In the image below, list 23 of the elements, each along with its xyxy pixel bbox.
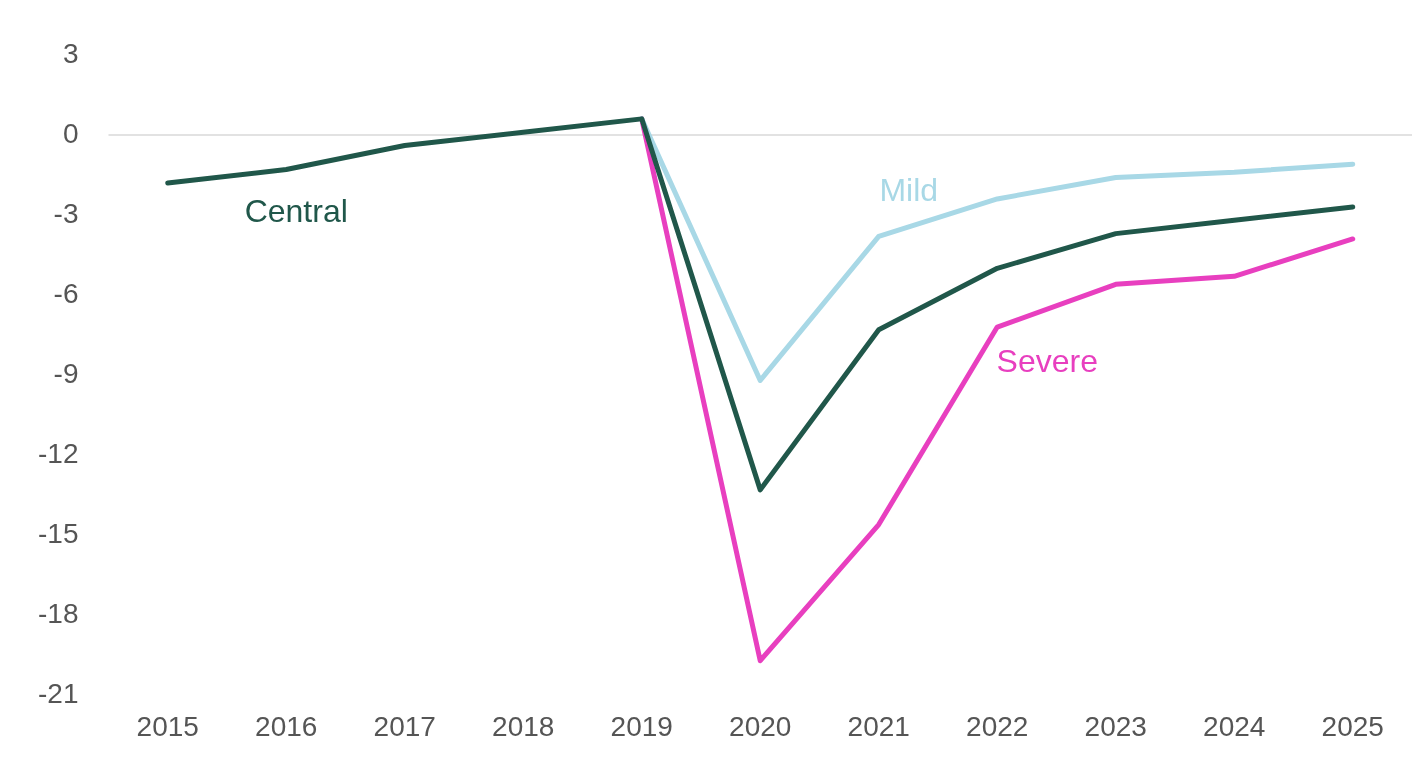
x-tick-label: 2015 [136,710,199,742]
y-tick-label: -21 [38,678,79,710]
x-tick-label: 2024 [1203,710,1266,742]
series-label: Severe [996,342,1098,379]
y-tick-label: -6 [53,277,79,309]
y-tick-label: -3 [53,197,79,229]
y-tick-label: -15 [38,517,79,549]
series-label: Mild [879,172,939,209]
x-tick-label: 2019 [610,710,673,742]
x-tick-label: 2018 [492,710,555,742]
x-tick-label: 2016 [255,710,318,742]
x-tick-label: 2020 [729,710,792,742]
x-tick-label: 2023 [1084,710,1147,742]
y-tick-label: -12 [38,437,79,469]
y-tick-label: -18 [38,598,79,630]
x-tick-label: 2017 [373,710,436,742]
y-tick-label: 3 [62,37,79,69]
y-tick-label: 0 [62,117,79,149]
y-tick-label: -9 [53,357,79,389]
x-tick-label: 2021 [847,710,910,742]
x-tick-label: 2025 [1321,710,1384,742]
series-label: Central [244,193,348,230]
x-tick-label: 2022 [966,710,1029,742]
